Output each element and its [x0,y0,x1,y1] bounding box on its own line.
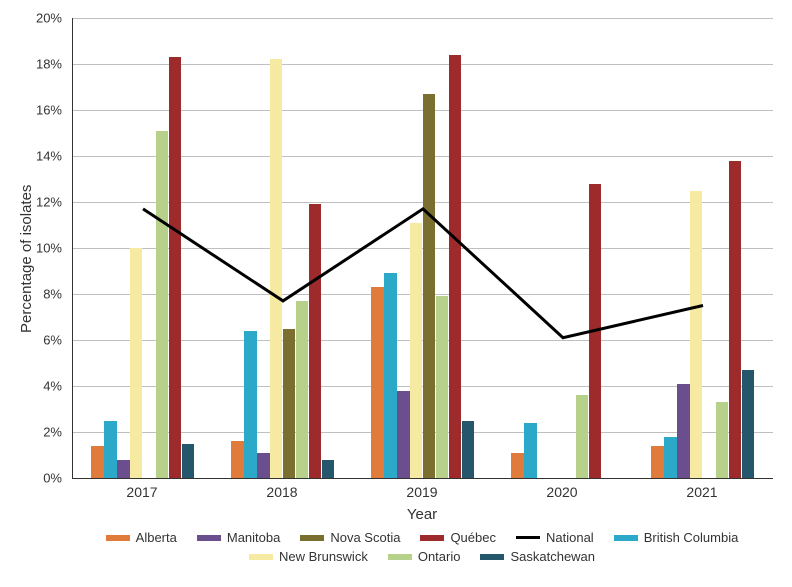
legend-label: Nova Scotia [330,530,400,545]
legend-swatch [249,554,273,560]
legend-item: Nova Scotia [300,530,400,545]
y-axis-title: Percentage of isolates [18,185,35,333]
legend-item: National [516,530,594,545]
x-tick-label: 2021 [686,484,717,500]
x-tick-label: 2017 [126,484,157,500]
legend-swatch [300,535,324,541]
legend-swatch [197,535,221,541]
isolates-chart: Percentage of isolates Year Alberta Manit… [0,0,792,587]
legend-swatch [480,554,504,560]
legend-label: Saskatchewan [510,549,595,564]
x-tick-label: 2020 [546,484,577,500]
legend-label: Manitoba [227,530,280,545]
legend-swatch [614,535,638,541]
legend-label: New Brunswick [279,549,368,564]
national-line [73,18,773,478]
legend-label: National [546,530,594,545]
legend-label: Québec [450,530,496,545]
legend-swatch [388,554,412,560]
plot-area [72,18,773,479]
legend-label: British Columbia [644,530,739,545]
legend-item: Ontario [388,549,461,564]
legend-item: Alberta [106,530,177,545]
legend-item: Québec [420,530,496,545]
legend-swatch [420,535,444,541]
x-axis-title: Year [72,506,772,523]
legend: Alberta Manitoba Nova Scotia Québec National… [92,530,752,564]
legend-label: Ontario [418,549,461,564]
legend-item: New Brunswick [249,549,368,564]
legend-label: Alberta [136,530,177,545]
legend-item: Saskatchewan [480,549,595,564]
x-tick-label: 2019 [406,484,437,500]
legend-item: Manitoba [197,530,280,545]
legend-swatch [106,535,130,541]
legend-line-swatch [516,536,540,539]
legend-item: British Columbia [614,530,739,545]
x-tick-label: 2018 [266,484,297,500]
